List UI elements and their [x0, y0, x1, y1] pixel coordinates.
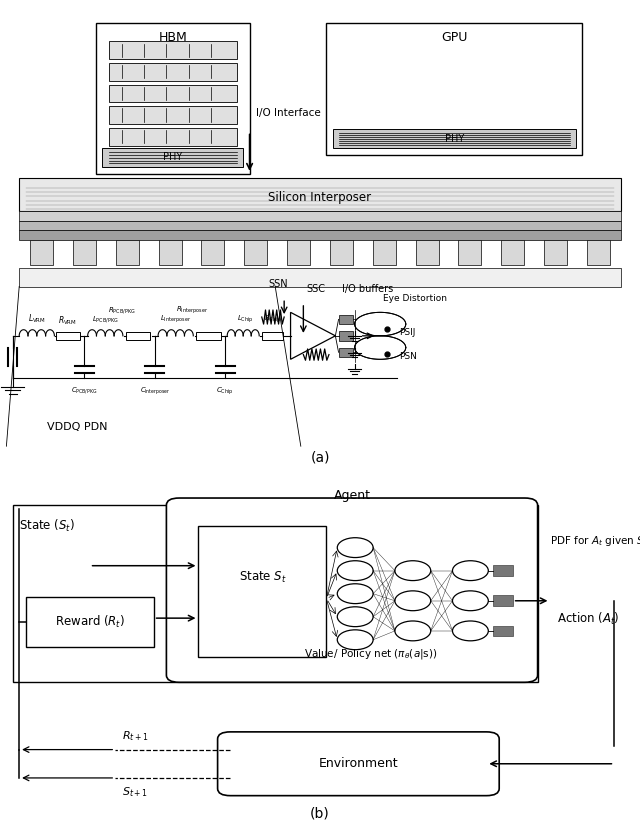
Bar — [109, 85, 237, 102]
Text: State $S_t$: State $S_t$ — [239, 570, 286, 585]
Text: $C_\mathrm{Chip}$: $C_\mathrm{Chip}$ — [216, 385, 234, 396]
Text: $L_\mathrm{PCB/PKG}$: $L_\mathrm{PCB/PKG}$ — [92, 315, 119, 325]
Text: Environment: Environment — [319, 757, 398, 770]
Bar — [116, 240, 139, 265]
Bar — [493, 565, 513, 576]
Text: PSIJ: PSIJ — [399, 328, 416, 336]
Bar — [19, 179, 621, 212]
Text: $S_{t+1}$: $S_{t+1}$ — [122, 785, 147, 798]
Text: $R_\mathrm{Chip}$: $R_\mathrm{Chip}$ — [264, 314, 282, 325]
Text: HBM: HBM — [159, 30, 187, 44]
Bar — [56, 332, 80, 339]
Text: Agent: Agent — [333, 489, 371, 502]
Bar — [198, 527, 326, 658]
Text: $L_\mathrm{Chip}$: $L_\mathrm{Chip}$ — [237, 314, 253, 325]
Bar — [326, 24, 582, 155]
Bar — [19, 230, 621, 240]
Bar — [109, 128, 237, 146]
Text: PSN: PSN — [399, 353, 417, 362]
Text: Reward ($R_t$): Reward ($R_t$) — [54, 614, 125, 630]
Text: $L_\mathrm{VRM}$: $L_\mathrm{VRM}$ — [28, 313, 46, 325]
Text: I/O buffers: I/O buffers — [342, 283, 393, 293]
Text: $R_\mathrm{Interposer}$: $R_\mathrm{Interposer}$ — [176, 305, 208, 316]
FancyBboxPatch shape — [218, 732, 499, 796]
Text: $R_\mathrm{VRM}$: $R_\mathrm{VRM}$ — [58, 315, 77, 327]
Text: $L_\mathrm{Interposer}$: $L_\mathrm{Interposer}$ — [161, 314, 191, 325]
Bar — [202, 240, 225, 265]
Bar — [262, 332, 283, 339]
Bar — [159, 240, 182, 265]
Bar — [96, 24, 250, 174]
Bar — [372, 240, 396, 265]
Text: PHY: PHY — [163, 152, 182, 162]
Bar — [109, 106, 237, 124]
Text: GPU: GPU — [441, 30, 468, 44]
Bar — [501, 240, 524, 265]
Bar — [26, 597, 154, 647]
Bar — [19, 221, 621, 230]
Bar — [339, 315, 353, 324]
Text: State ($S_t$): State ($S_t$) — [19, 518, 76, 535]
Text: Silicon Interposer: Silicon Interposer — [268, 191, 372, 204]
Bar — [196, 332, 221, 339]
Bar — [587, 240, 610, 265]
Bar — [415, 240, 438, 265]
Text: Action ($A_t$): Action ($A_t$) — [557, 611, 620, 626]
Bar — [73, 240, 96, 265]
Bar — [544, 240, 567, 265]
Text: I/O Interface: I/O Interface — [256, 108, 321, 118]
Text: SSN: SSN — [268, 279, 287, 289]
Bar — [30, 240, 53, 265]
Text: PHY: PHY — [445, 133, 464, 143]
Bar — [126, 332, 150, 339]
Bar — [13, 505, 538, 682]
Bar — [339, 348, 353, 357]
Text: Eye Distortion: Eye Distortion — [383, 294, 447, 303]
Text: $C_\mathrm{PCB/PKG}$: $C_\mathrm{PCB/PKG}$ — [71, 385, 98, 396]
Bar — [339, 331, 353, 340]
Bar — [458, 240, 481, 265]
Bar — [19, 212, 621, 221]
Text: $R_\mathrm{PCB/PKG}$: $R_\mathrm{PCB/PKG}$ — [108, 306, 136, 316]
Text: (a): (a) — [310, 451, 330, 465]
Text: PDF for $A_t$ given $S_t$: PDF for $A_t$ given $S_t$ — [550, 534, 640, 547]
Bar — [109, 63, 237, 81]
Text: Value/ Policy net ($\pi_\theta(a|\mathrm{s})$): Value/ Policy net ($\pi_\theta(a|\mathrm… — [305, 647, 438, 661]
Text: (b): (b) — [310, 807, 330, 821]
Bar — [330, 240, 353, 265]
Bar — [102, 148, 243, 166]
Bar — [109, 41, 237, 59]
Bar — [493, 596, 513, 606]
FancyBboxPatch shape — [166, 498, 538, 682]
Bar — [493, 625, 513, 636]
Text: SSC: SSC — [307, 283, 326, 293]
Text: VDDQ PDN: VDDQ PDN — [47, 422, 107, 432]
Bar — [333, 129, 576, 148]
Text: $C_\mathrm{Interposer}$: $C_\mathrm{Interposer}$ — [140, 385, 170, 396]
Text: $R_{t+1}$: $R_{t+1}$ — [122, 728, 148, 742]
Bar — [244, 240, 268, 265]
Bar — [19, 268, 621, 287]
Bar — [287, 240, 310, 265]
